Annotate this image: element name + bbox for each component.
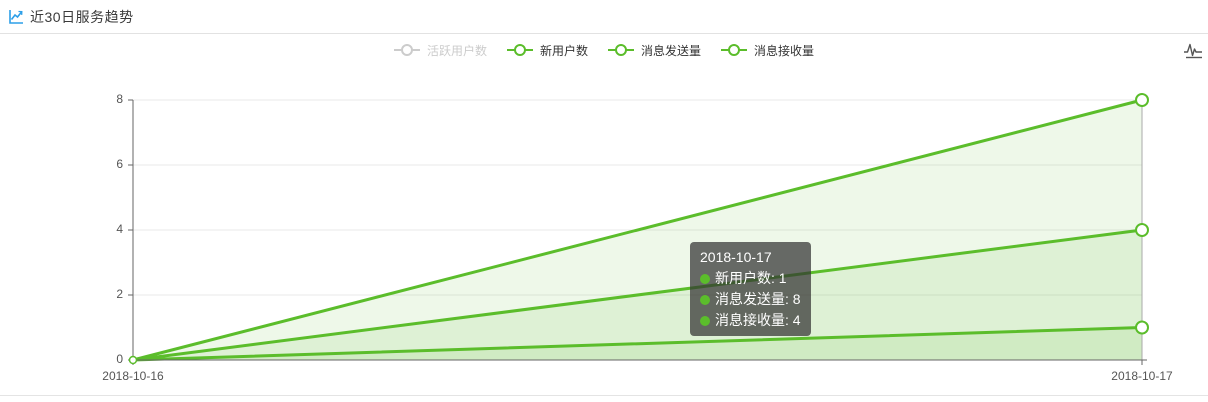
legend-item-new-users[interactable]: 新用户数 — [506, 42, 588, 59]
y-axis-tick-label: 6 — [116, 157, 123, 171]
legend-item-messages-received[interactable]: 消息接收量 — [721, 42, 814, 59]
widget-title: 近30日服务趋势 — [30, 8, 134, 25]
y-axis-tick-label: 4 — [116, 222, 123, 236]
x-axis-tick-label: 2018-10-16 — [102, 369, 164, 383]
legend-item-active-users[interactable]: 活跃用户数 — [393, 42, 487, 59]
toolbox-pulse-icon[interactable] — [1183, 41, 1203, 61]
widget-header: 近30日服务趋势 — [0, 0, 1208, 34]
x-axis-tick-label: 2018-10-17 — [1111, 369, 1173, 383]
line-series-marker-icon — [506, 44, 533, 57]
line-series-marker-icon — [721, 44, 748, 57]
divider — [0, 395, 1208, 396]
y-axis-tick-label: 0 — [116, 352, 123, 366]
line-series-marker-icon — [393, 44, 420, 57]
line-series-marker-icon — [608, 44, 634, 57]
y-axis-tick-label: 2 — [116, 287, 123, 301]
line-chart-icon — [8, 8, 25, 25]
legend-item-messages-sent[interactable]: 消息发送量 — [608, 42, 701, 59]
y-axis-tick-label: 8 — [116, 92, 123, 106]
chart-legend: 活跃用户数 新用户数 消息发送量 消息接收量 — [0, 38, 1208, 62]
